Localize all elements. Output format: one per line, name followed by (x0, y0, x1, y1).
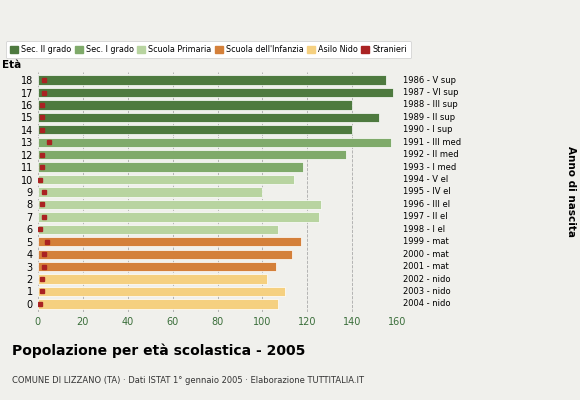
Bar (38, 76, 386, 85)
Bar (38, 125, 353, 134)
Text: 1993 - I med: 1993 - I med (403, 163, 456, 172)
Legend: Sec. II grado, Sec. I grado, Scuola Primaria, Scuola dell'Infanzia, Asilo Nido, : Sec. II grado, Sec. I grado, Scuola Prim… (6, 41, 411, 58)
Text: 2004 - nido: 2004 - nido (403, 300, 451, 308)
Text: 1994 - V el: 1994 - V el (403, 175, 448, 184)
Text: 1996 - III el: 1996 - III el (403, 200, 450, 209)
Bar (38, 138, 390, 147)
Bar (38, 237, 300, 246)
Text: 2002 - nido: 2002 - nido (403, 274, 451, 284)
Text: Età: Età (2, 60, 21, 70)
Bar (38, 212, 318, 222)
Bar (38, 150, 346, 159)
Bar (38, 274, 267, 284)
Bar (38, 88, 393, 97)
Text: 1990 - I sup: 1990 - I sup (403, 125, 452, 134)
Bar (38, 287, 285, 296)
Bar (38, 299, 278, 308)
Text: Popolazione per età scolastica - 2005: Popolazione per età scolastica - 2005 (12, 344, 305, 358)
Text: 1998 - I el: 1998 - I el (403, 225, 445, 234)
Text: 1987 - VI sup: 1987 - VI sup (403, 88, 459, 97)
Text: 1995 - IV el: 1995 - IV el (403, 188, 451, 196)
Bar (38, 187, 262, 197)
Text: 1988 - III sup: 1988 - III sup (403, 100, 458, 110)
Text: 1991 - III med: 1991 - III med (403, 138, 461, 147)
Text: 1999 - mat: 1999 - mat (403, 237, 449, 246)
Text: COMUNE DI LIZZANO (TA) · Dati ISTAT 1° gennaio 2005 · Elaborazione TUTTITALIA.IT: COMUNE DI LIZZANO (TA) · Dati ISTAT 1° g… (12, 376, 364, 385)
Bar (38, 162, 303, 172)
Text: 1997 - II el: 1997 - II el (403, 212, 448, 221)
Text: Anno di nascita: Anno di nascita (566, 146, 577, 238)
Text: 1992 - II med: 1992 - II med (403, 150, 459, 159)
Bar (38, 200, 321, 209)
Bar (38, 100, 353, 110)
Bar (38, 175, 294, 184)
Text: 2003 - nido: 2003 - nido (403, 287, 451, 296)
Bar (38, 225, 278, 234)
Text: 2001 - mat: 2001 - mat (403, 262, 449, 271)
Text: 1989 - II sup: 1989 - II sup (403, 113, 455, 122)
Text: 2000 - mat: 2000 - mat (403, 250, 449, 259)
Text: 1986 - V sup: 1986 - V sup (403, 76, 456, 84)
Bar (38, 113, 379, 122)
Bar (38, 250, 292, 259)
Bar (38, 262, 276, 271)
